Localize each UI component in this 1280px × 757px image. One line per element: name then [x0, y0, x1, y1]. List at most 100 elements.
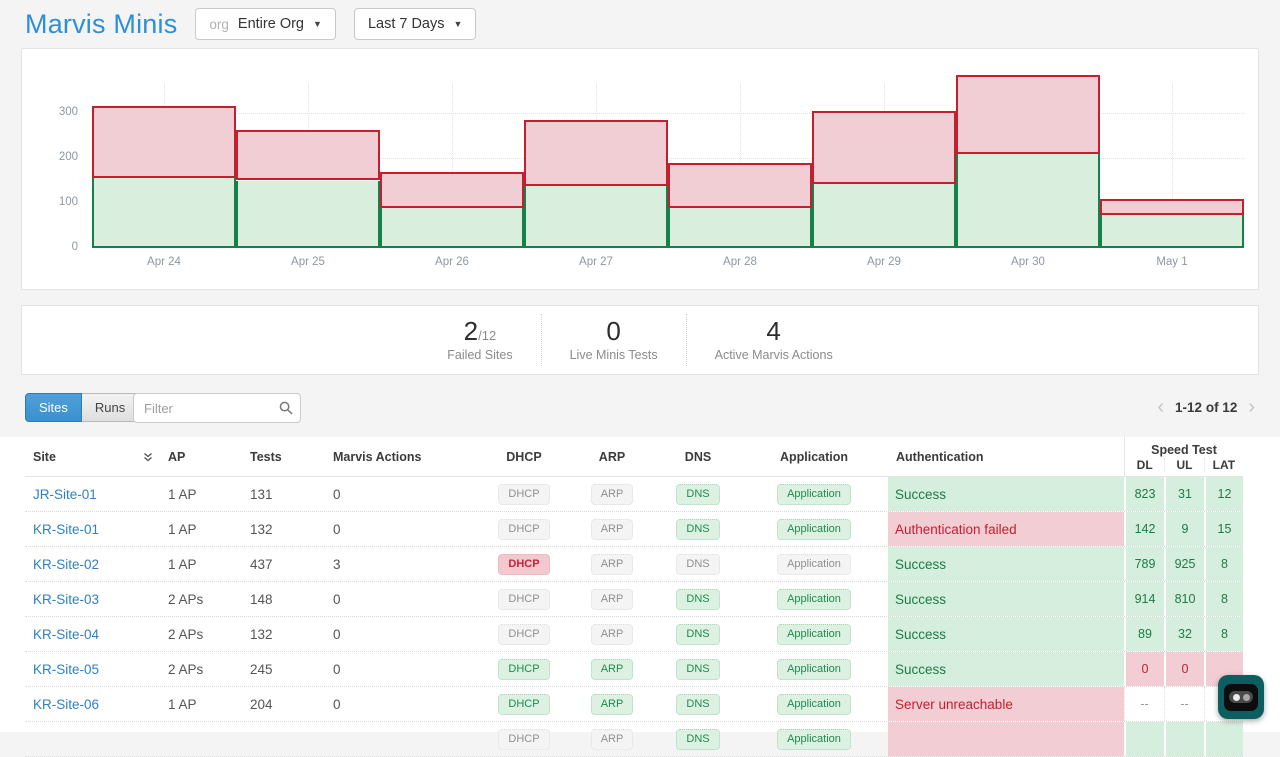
- speed-ul-value: 31: [1164, 477, 1204, 511]
- col-header-ap[interactable]: AP: [160, 450, 242, 464]
- marvis-actions-count: 0: [325, 522, 480, 537]
- col-header-arp[interactable]: ARP: [568, 450, 656, 464]
- chart-bar-success: [380, 208, 524, 248]
- chart-bar-success: [812, 184, 956, 248]
- chart-bar-failure: [812, 111, 956, 184]
- arp-badge: ARP: [591, 624, 634, 645]
- speed-ul-value: 810: [1164, 582, 1204, 616]
- active-marvis-actions-value: 4: [715, 318, 833, 345]
- application-badge: Application: [777, 484, 851, 505]
- site-link[interactable]: KR-Site-02: [33, 557, 99, 572]
- site-link[interactable]: KR-Site-03: [33, 592, 99, 607]
- search-icon: [279, 401, 293, 415]
- chart-bar-success: [1100, 215, 1244, 248]
- chart-bar-failure: [236, 130, 380, 181]
- tests-count: 132: [242, 627, 325, 642]
- col-header-tests[interactable]: Tests: [242, 450, 325, 464]
- table-header-row: Site AP Tests Marvis Actions DHCP ARP DN…: [25, 437, 1243, 477]
- col-header-ul[interactable]: UL: [1164, 458, 1203, 472]
- page-range: 1-12 of 12: [1175, 400, 1237, 415]
- dns-badge: DNS: [676, 624, 719, 645]
- chart-bar-failure: [668, 163, 812, 208]
- stat-active-marvis-actions: 4 Active Marvis Actions: [686, 314, 861, 365]
- time-range-dropdown[interactable]: Last 7 Days ▼: [354, 8, 477, 40]
- chart-bar-failure: [380, 172, 524, 209]
- col-header-site[interactable]: Site: [25, 450, 160, 464]
- site-link[interactable]: KR-Site-01: [33, 522, 99, 537]
- tests-count: 148: [242, 592, 325, 607]
- chart-bar-success: [668, 208, 812, 249]
- page-header: Marvis Minis org Entire Org ▼ Last 7 Day…: [0, 0, 1280, 48]
- site-link[interactable]: KR-Site-06: [33, 697, 99, 712]
- x-tick-label: Apr 27: [524, 256, 668, 268]
- tests-count: 437: [242, 557, 325, 572]
- speed-ul-value: 9: [1164, 512, 1204, 546]
- chart-bar-success: [956, 154, 1100, 249]
- org-scope-prefix: org: [209, 17, 229, 32]
- tests-count: 204: [242, 697, 325, 712]
- speed-lat-value: 12: [1204, 477, 1243, 511]
- site-link[interactable]: KR-Site-04: [33, 627, 99, 642]
- marvis-actions-count: 0: [325, 487, 480, 502]
- col-header-dhcp[interactable]: DHCP: [480, 450, 568, 464]
- ap-count: 1 AP: [160, 522, 242, 537]
- col-header-authentication[interactable]: Authentication: [888, 450, 1124, 464]
- sort-icon[interactable]: [142, 451, 154, 463]
- dhcp-badge: DHCP: [498, 589, 549, 610]
- active-marvis-actions-label: Active Marvis Actions: [715, 348, 833, 362]
- page-prev-icon[interactable]: ‹: [1157, 397, 1164, 417]
- site-link[interactable]: KR-Site-05: [33, 662, 99, 677]
- authentication-status: Success: [888, 477, 1124, 511]
- dhcp-badge: DHCP: [498, 694, 549, 715]
- y-tick-label: 0: [22, 241, 78, 253]
- tests-count: 245: [242, 662, 325, 677]
- application-badge: Application: [777, 554, 851, 575]
- speed-dl-value: 142: [1124, 512, 1164, 546]
- authentication-status: Success: [888, 582, 1124, 616]
- col-header-dns[interactable]: DNS: [656, 450, 740, 464]
- page-next-icon[interactable]: ›: [1248, 397, 1255, 417]
- site-link[interactable]: JR-Site-01: [33, 487, 97, 502]
- speed-ul-value: 0: [1164, 652, 1204, 686]
- sites-table: Site AP Tests Marvis Actions DHCP ARP DN…: [25, 437, 1243, 757]
- speed-lat-value: 15: [1204, 512, 1243, 546]
- col-header-lat[interactable]: LAT: [1204, 458, 1243, 472]
- chart-bar-failure: [92, 106, 236, 178]
- x-tick-label: May 1: [1100, 256, 1244, 268]
- speed-ul-value: [1164, 722, 1204, 756]
- ap-count: 2 APs: [160, 662, 242, 677]
- authentication-status: Success: [888, 547, 1124, 581]
- speed-test-group-label: Speed Test: [1125, 441, 1243, 458]
- marvis-bot-icon: [1224, 684, 1258, 711]
- sites-table-section: Site AP Tests Marvis Actions DHCP ARP DN…: [0, 437, 1280, 732]
- arp-badge: ARP: [591, 659, 634, 680]
- arp-badge: ARP: [591, 519, 634, 540]
- chart-bar-success: [524, 186, 668, 248]
- col-header-speed-test: Speed Test DL UL LAT: [1124, 437, 1243, 476]
- tab-sites[interactable]: Sites: [25, 393, 82, 422]
- col-header-dl[interactable]: DL: [1125, 458, 1164, 472]
- dhcp-badge: DHCP: [498, 519, 549, 540]
- arp-badge: ARP: [591, 484, 634, 505]
- col-header-application[interactable]: Application: [740, 450, 888, 464]
- dns-badge: DNS: [676, 484, 719, 505]
- filter-input[interactable]: [133, 393, 301, 423]
- speed-dl-value: --: [1124, 687, 1164, 721]
- marvis-bot-button[interactable]: [1218, 675, 1264, 719]
- speed-lat-value: [1204, 722, 1243, 756]
- speed-ul-value: 32: [1164, 617, 1204, 651]
- authentication-status: Success: [888, 617, 1124, 651]
- org-scope-dropdown[interactable]: org Entire Org ▼: [195, 8, 336, 40]
- tab-runs[interactable]: Runs: [82, 393, 139, 422]
- col-header-marvis-actions[interactable]: Marvis Actions: [325, 450, 480, 464]
- live-minis-tests-value: 0: [570, 318, 658, 345]
- marvis-actions-count: 0: [325, 592, 480, 607]
- speed-dl-value: [1124, 722, 1164, 756]
